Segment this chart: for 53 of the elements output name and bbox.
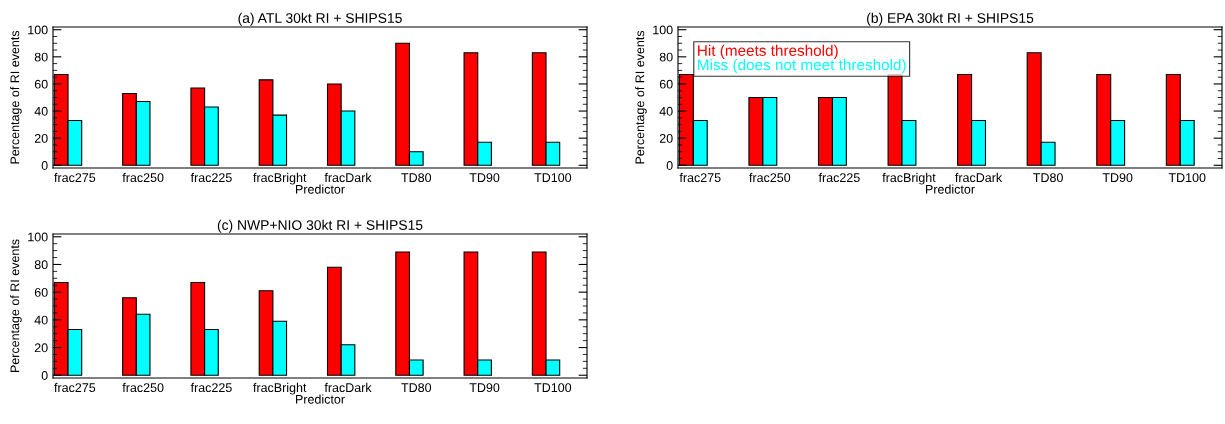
y-tick-label: 40 [659, 106, 673, 116]
x-tick-label: frac275 [679, 172, 721, 183]
y-tick-label: 80 [34, 52, 48, 62]
x-tick-label: fracBright [253, 382, 307, 395]
y-tick-label: 80 [34, 260, 48, 270]
y-tick-label: 60 [659, 79, 673, 89]
x-tick-label: frac250 [122, 172, 164, 183]
x-axis-title: Predictor [926, 184, 975, 194]
x-tick-label: fracBright [882, 172, 936, 185]
y-tick-label: 40 [34, 315, 48, 325]
y-tick-label: 20 [34, 343, 48, 353]
y-tick-label: 40 [34, 106, 48, 116]
y-tick-label: 80 [659, 52, 673, 62]
x-tick-label: fracDark [324, 172, 372, 183]
x-tick-label: frac225 [190, 382, 232, 393]
x-tick-label: TD90 [469, 383, 500, 393]
y-tick-label: 20 [659, 133, 673, 143]
x-tick-label: frac275 [54, 382, 96, 393]
series-label: Hit (meets threshold) [698, 44, 838, 59]
x-tick-label: TD90 [469, 173, 500, 183]
y-tick-label: 0 [41, 371, 48, 380]
x-tick-label: fracDark [955, 172, 1003, 183]
x-tick-label: TD80 [401, 383, 432, 393]
x-tick-label: TD100 [534, 383, 572, 393]
x-tick-label: frac275 [54, 172, 96, 183]
x-tick-label: TD100 [1168, 173, 1206, 183]
x-tick-label: TD90 [1102, 173, 1133, 183]
y-tick-label: 0 [666, 161, 673, 170]
chart-title: (c) NWP+NIO 30kt RI + SHIPS15 [217, 219, 423, 233]
x-tick-label: TD80 [1033, 173, 1063, 183]
x-tick-label: frac250 [122, 382, 164, 393]
chart-title: (a) ATL 30kt RI + SHIPS15 [238, 12, 402, 26]
y-axis-title: Percentage of RI events [10, 30, 22, 164]
y-tick-label: 20 [34, 133, 48, 143]
x-tick-label: frac225 [190, 172, 232, 183]
y-tick-label: 60 [34, 79, 48, 89]
x-tick-label: frac225 [818, 172, 860, 183]
y-tick-label: 0 [41, 161, 48, 170]
x-tick-label: TD100 [534, 173, 572, 183]
x-axis-title: Predictor [296, 184, 345, 194]
x-tick-label: TD80 [401, 173, 432, 183]
y-tick-label: 100 [28, 232, 48, 242]
x-axis-title: Predictor [296, 394, 345, 404]
x-tick-label: fracBright [253, 172, 307, 185]
x-tick-label: fracDark [324, 382, 372, 393]
y-axis-title: Percentage of RI events [635, 30, 647, 164]
y-tick-label: 100 [653, 25, 673, 35]
y-tick-label: 60 [34, 287, 48, 297]
y-tick-label: 100 [28, 25, 48, 35]
text: Miss (does not meet threshold) [698, 58, 906, 74]
x-tick-label: frac250 [749, 172, 791, 183]
y-axis-title: Percentage of RI events [10, 239, 22, 373]
chart-title: (b) EPA 30kt RI + SHIPS15 [867, 12, 1034, 26]
